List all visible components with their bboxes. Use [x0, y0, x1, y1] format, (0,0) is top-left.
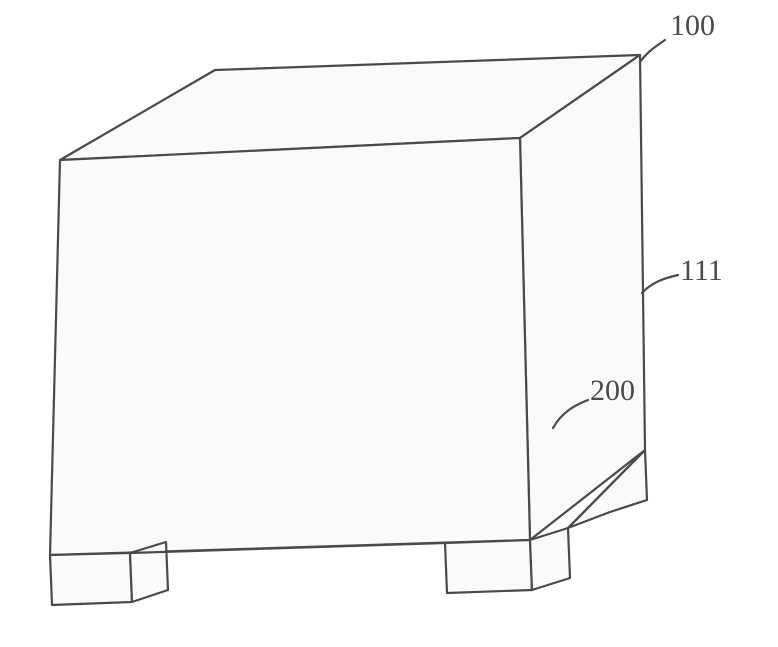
label-100: 100	[670, 9, 715, 42]
leader-111	[642, 275, 678, 293]
foot-right-front	[445, 540, 532, 593]
label-111: 111	[680, 254, 723, 287]
leader-100	[640, 40, 665, 62]
label-200: 200	[590, 374, 635, 407]
patent-figure: 100 111 200	[0, 0, 778, 647]
box-front-face	[50, 138, 530, 555]
foot-left-front	[50, 553, 132, 605]
foot-right-side	[530, 528, 570, 590]
box-side-face	[520, 55, 645, 540]
